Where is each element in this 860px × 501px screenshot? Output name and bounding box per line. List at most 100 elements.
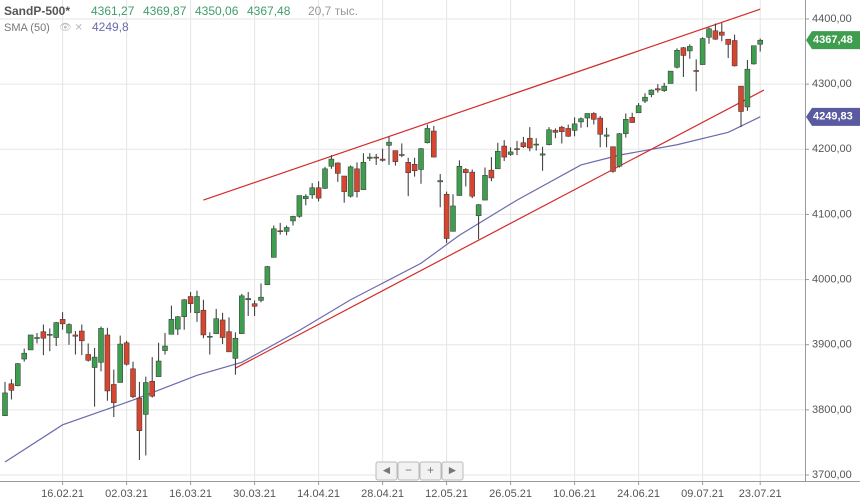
candle-body xyxy=(507,151,514,155)
candle-body xyxy=(584,113,591,119)
candle-body xyxy=(85,354,91,361)
candle-body xyxy=(175,316,181,330)
candle-body xyxy=(296,195,303,217)
candle-body xyxy=(47,334,53,336)
candle-body xyxy=(271,228,277,258)
y-tick-label: 4300,00 xyxy=(812,78,852,90)
x-tick-label: 26.05.21 xyxy=(489,488,532,500)
svg-text:◄: ◄ xyxy=(381,463,393,477)
candle-body xyxy=(591,113,597,120)
candle-body xyxy=(219,319,226,338)
y-tick-label: 4400,00 xyxy=(812,13,852,25)
trend-line xyxy=(203,8,761,201)
zoom-out[interactable]: − xyxy=(397,461,420,481)
candle-body xyxy=(309,187,315,196)
x-tick-label: 30.03.21 xyxy=(233,488,276,500)
x-tick-label: 23.07.21 xyxy=(739,488,782,500)
open: 4361,27 xyxy=(91,4,135,18)
candle-body xyxy=(111,384,117,403)
candle-body xyxy=(565,128,571,137)
candle-body xyxy=(200,309,207,336)
y-tick-label: 3900,00 xyxy=(812,339,852,351)
candle-body xyxy=(283,227,290,232)
candle-body xyxy=(303,195,309,200)
y-tick-label: 4200,00 xyxy=(812,143,852,155)
candle-body xyxy=(40,331,47,339)
candle-body xyxy=(213,318,219,334)
candle-body xyxy=(418,148,424,170)
candle-body xyxy=(655,88,661,91)
candle-body xyxy=(34,337,40,339)
eye-icon[interactable]: 👁 ✕ xyxy=(59,23,83,34)
scroll-right[interactable]: ► xyxy=(441,461,464,481)
candle-body xyxy=(27,334,34,351)
y-tick-label: 3700,00 xyxy=(812,469,852,481)
price-tag-label: 4367,48 xyxy=(813,34,853,46)
candle-body xyxy=(21,352,27,360)
candle-body xyxy=(328,158,335,167)
indicator-value: 4249,8 xyxy=(92,20,129,34)
plot-area xyxy=(0,0,805,481)
candle-body xyxy=(392,150,399,162)
candle-body xyxy=(712,30,719,40)
volume: 20,7 тыс. xyxy=(308,4,358,18)
candle-body xyxy=(610,146,616,172)
candle-body xyxy=(635,105,642,114)
close: 4367,48 xyxy=(247,4,291,18)
candle-body xyxy=(226,331,232,353)
candle-body xyxy=(738,85,744,112)
x-tick-label: 09.07.21 xyxy=(681,488,724,500)
candle-body xyxy=(443,193,450,239)
candle-body xyxy=(661,85,667,91)
candle-body xyxy=(488,169,495,179)
candle-body xyxy=(315,187,322,199)
candle-body xyxy=(725,38,731,45)
candle-body xyxy=(514,148,520,150)
candle-body xyxy=(251,303,258,307)
candle-body xyxy=(277,230,283,232)
svg-text:−: − xyxy=(405,463,412,477)
candle-body xyxy=(559,126,565,132)
candle-body xyxy=(469,171,475,197)
zoom-in[interactable]: + xyxy=(419,461,442,481)
candle-body xyxy=(117,343,123,383)
candle-body xyxy=(424,128,431,144)
price-tag xyxy=(806,31,860,50)
candle-body xyxy=(15,363,21,387)
scroll-left[interactable]: ◄ xyxy=(375,461,398,481)
candle-body xyxy=(546,129,552,145)
candle-body xyxy=(162,345,168,351)
candle-body xyxy=(98,328,104,363)
candle-body xyxy=(411,164,418,172)
candle-body xyxy=(603,134,610,137)
candle-body xyxy=(667,70,674,84)
candle-body xyxy=(731,40,738,67)
candle-body xyxy=(386,141,392,146)
candle-body xyxy=(290,216,296,222)
candle-body xyxy=(405,162,411,173)
candle-body xyxy=(232,337,239,359)
candle-body xyxy=(527,137,533,149)
candle-body xyxy=(136,397,143,431)
candle-body xyxy=(322,168,328,189)
candle-body xyxy=(687,46,693,52)
candle-body xyxy=(648,89,655,95)
candle-body xyxy=(475,204,482,216)
candle-body xyxy=(751,45,757,65)
candle-body xyxy=(367,156,373,159)
price-tag xyxy=(806,107,860,126)
candle-body xyxy=(693,70,699,72)
candle-body xyxy=(53,322,59,338)
candle-body xyxy=(155,360,162,377)
x-tick-label: 10.06.21 xyxy=(553,488,596,500)
candle-body xyxy=(104,334,111,392)
candle-body xyxy=(629,117,635,123)
candle-body xyxy=(533,143,539,146)
candle-body xyxy=(168,319,175,335)
candle-body xyxy=(463,169,469,173)
candle-body xyxy=(495,150,501,170)
candle-body xyxy=(539,153,546,156)
candle-body xyxy=(399,154,405,156)
candle-body xyxy=(706,28,712,38)
